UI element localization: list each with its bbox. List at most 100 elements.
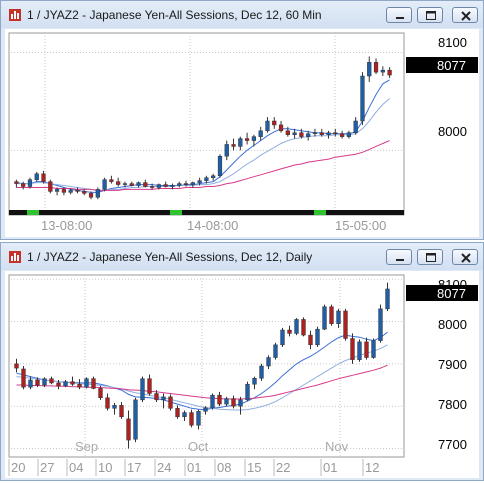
candle	[380, 66, 385, 77]
candle	[385, 282, 390, 311]
session-marker	[27, 210, 39, 215]
candle	[373, 58, 379, 75]
candle	[315, 326, 320, 347]
price-axis-label: 7700	[438, 437, 467, 452]
last-price-value: 8077	[437, 58, 466, 73]
candle	[21, 181, 26, 190]
candle	[266, 355, 271, 369]
day-label: 27	[40, 460, 54, 475]
candle	[371, 338, 376, 359]
candle	[224, 396, 229, 407]
candle	[287, 325, 292, 337]
candle	[353, 117, 358, 135]
candle	[28, 376, 33, 390]
candle	[68, 188, 73, 195]
candle	[217, 154, 223, 178]
candle	[278, 121, 284, 133]
close-button[interactable]	[452, 7, 478, 23]
candle	[312, 128, 318, 137]
candle	[326, 130, 331, 139]
candle	[197, 177, 202, 186]
close-button[interactable]	[452, 249, 478, 265]
candle	[70, 376, 75, 386]
moving-average-ma-slow	[16, 140, 390, 191]
candle	[54, 187, 60, 196]
candle	[84, 377, 89, 389]
day-label: 15	[247, 460, 261, 475]
candle	[183, 180, 189, 187]
time-axis-label: 15-05:00	[335, 218, 386, 233]
minimize-icon	[396, 259, 404, 261]
candle	[265, 117, 270, 133]
candle	[161, 393, 166, 409]
candle	[136, 181, 141, 188]
candle	[35, 377, 40, 388]
price-axis-label: 7800	[438, 397, 467, 412]
candle	[133, 397, 138, 443]
month-label: Nov	[325, 439, 349, 454]
price-axis-label: 7900	[438, 357, 467, 372]
day-label: 24	[157, 460, 171, 475]
candle	[41, 170, 46, 184]
price-chart-60min[interactable]: 8100 8000 8077 13-08:00 14-08:00 15-05:0…	[5, 29, 479, 237]
candle	[272, 117, 277, 129]
candle	[346, 130, 352, 139]
price-axis-label: 8000	[438, 317, 467, 332]
chart-app-icon	[9, 251, 21, 263]
candle	[231, 138, 236, 151]
candle	[48, 179, 53, 194]
price-chart-daily[interactable]: 8100 8000 7900 7800 7700 8077 Sep Oct No…	[5, 271, 479, 478]
candle	[119, 401, 124, 419]
candle	[14, 179, 19, 188]
candle	[280, 327, 285, 347]
day-label: 04	[69, 460, 83, 475]
price-axis-label: 8000	[438, 124, 467, 139]
day-label: 01	[187, 460, 201, 475]
chart-window-daily[interactable]: 1 / JYAZ2 - Japanese Yen-All Sessions, D…	[0, 242, 484, 481]
candle	[245, 381, 250, 402]
minimize-button[interactable]	[386, 7, 412, 23]
candle	[75, 187, 80, 194]
candle	[189, 409, 194, 428]
candle	[339, 130, 345, 139]
window-title: 1 / JYAZ2 - Japanese Yen-All Sessions, D…	[27, 8, 322, 22]
last-price-badge	[406, 57, 478, 73]
last-price-value: 8077	[437, 286, 466, 301]
maximize-button[interactable]	[417, 7, 443, 23]
maximize-button[interactable]	[417, 249, 443, 265]
price-axis-label: 8100	[438, 35, 467, 50]
candle	[204, 175, 209, 184]
candle	[357, 339, 362, 362]
day-label: 12	[365, 460, 379, 475]
candle	[251, 134, 257, 147]
candle	[319, 128, 324, 137]
title-bar[interactable]: 1 / JYAZ2 - Japanese Yen-All Sessions, D…	[1, 243, 483, 270]
candle	[88, 191, 94, 200]
candle	[61, 187, 67, 196]
session-bar	[9, 210, 404, 215]
candle	[299, 128, 304, 139]
candle	[95, 187, 100, 200]
candle	[343, 308, 348, 341]
candle	[49, 376, 54, 385]
candle	[175, 405, 180, 419]
chart-window-60min[interactable]: 1 / JYAZ2 - Japanese Yen-All Sessions, D…	[0, 0, 484, 240]
candle	[190, 181, 195, 188]
candle	[14, 358, 19, 373]
minimize-button[interactable]	[386, 249, 412, 265]
candle	[285, 126, 290, 137]
candle	[217, 391, 222, 407]
title-bar[interactable]: 1 / JYAZ2 - Japanese Yen-All Sessions, D…	[1, 1, 483, 28]
candle	[140, 376, 145, 402]
moving-average-ma-medium	[16, 98, 390, 191]
candle	[168, 394, 173, 411]
chart-area[interactable]: 8100 8000 7900 7800 7700 8077 Sep Oct No…	[5, 271, 479, 478]
time-axis-label: 14-08:00	[187, 218, 238, 233]
candle	[154, 390, 159, 402]
close-icon	[461, 253, 471, 263]
candle	[308, 330, 313, 350]
chart-area[interactable]: 8100 8000 8077 13-08:00 14-08:00 15-05:0…	[5, 29, 479, 237]
month-label: Oct	[188, 439, 209, 454]
month-label: Sep	[75, 439, 98, 454]
candle	[244, 132, 250, 145]
